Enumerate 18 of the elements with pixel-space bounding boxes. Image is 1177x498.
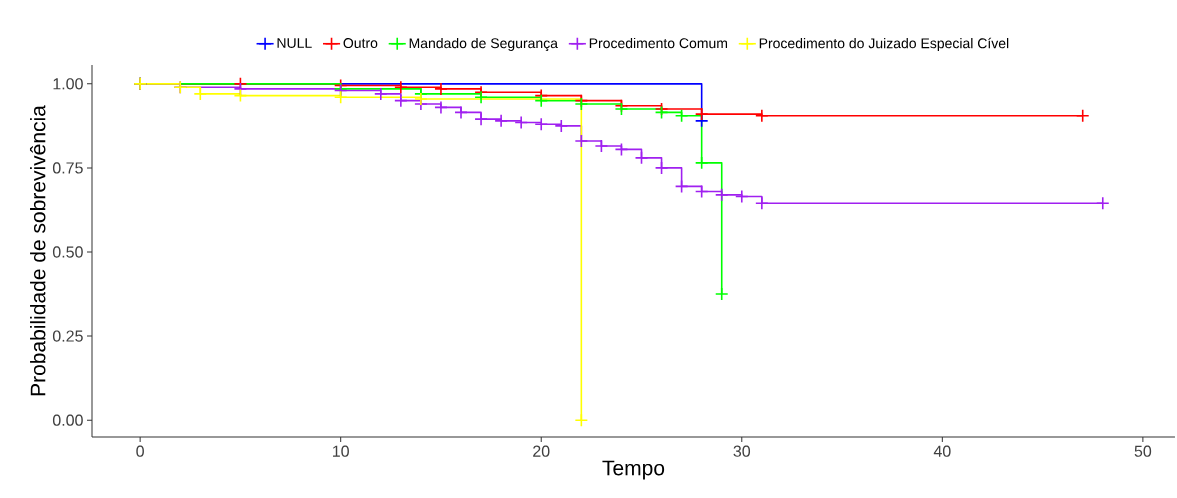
legend-label: NULL [277, 38, 312, 48]
x-tick-label: 10 [333, 445, 349, 457]
y-tick-label: 1.00 [53, 78, 83, 90]
legend-label: Mandado de Segurança [409, 37, 558, 52]
y-tick-label: 0.75 [52, 162, 83, 174]
x-tick-label: 30 [733, 445, 751, 457]
y-tick-label: 0.00 [52, 414, 83, 426]
x-tick-label: 50 [1134, 445, 1152, 457]
y-tick-label: 0.50 [52, 246, 83, 258]
x-tick-label: 20 [533, 445, 550, 457]
legend-label: Procedimento do Juizado Especial Cível [759, 37, 1009, 52]
y-tick-label: 0.25 [52, 330, 83, 342]
x-axis-title: Tempo [602, 460, 665, 480]
x-tick-label: 40 [933, 445, 951, 457]
legend-label: Procedimento Comum [589, 37, 728, 49]
y-axis-title: Probabilidade de sobrevivência [29, 105, 46, 396]
x-tick-label: 0 [136, 445, 144, 457]
legend-label: Outro [343, 38, 378, 49]
